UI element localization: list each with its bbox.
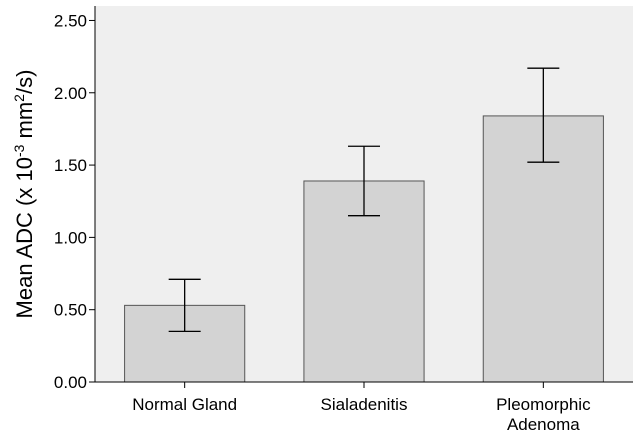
y-tick-label: 2.00 [54, 84, 87, 103]
x-tick-label-line: Adenoma [507, 415, 580, 434]
y-axis-ticks: 0.00 0.50 1.00 1.50 2.00 2.50 [54, 11, 95, 392]
x-tick-label-line: Pleomorphic [496, 395, 591, 414]
y-tick-label: 1.00 [54, 228, 87, 247]
x-tick-label-line: Sialadenitis [321, 395, 408, 414]
x-tick-label: Sialadenitis [321, 395, 408, 414]
y-tick-label: 0.00 [54, 373, 87, 392]
y-axis-title: Mean ADC (x 10-3 mm2/s) [11, 70, 37, 319]
y-tick-label: 0.50 [54, 301, 87, 320]
x-tick-label-line: Normal Gland [132, 395, 237, 414]
error-bars [168, 67, 560, 333]
y-tick-label: 1.50 [54, 156, 87, 175]
y-tick-label: 2.50 [54, 11, 87, 30]
x-tick-label: Normal Gland [132, 395, 237, 414]
x-axis-ticks: Normal Gland Sialadenitis Pleomorphic Adeno… [132, 382, 591, 434]
x-tick-label: Pleomorphic Adenoma [496, 395, 591, 434]
